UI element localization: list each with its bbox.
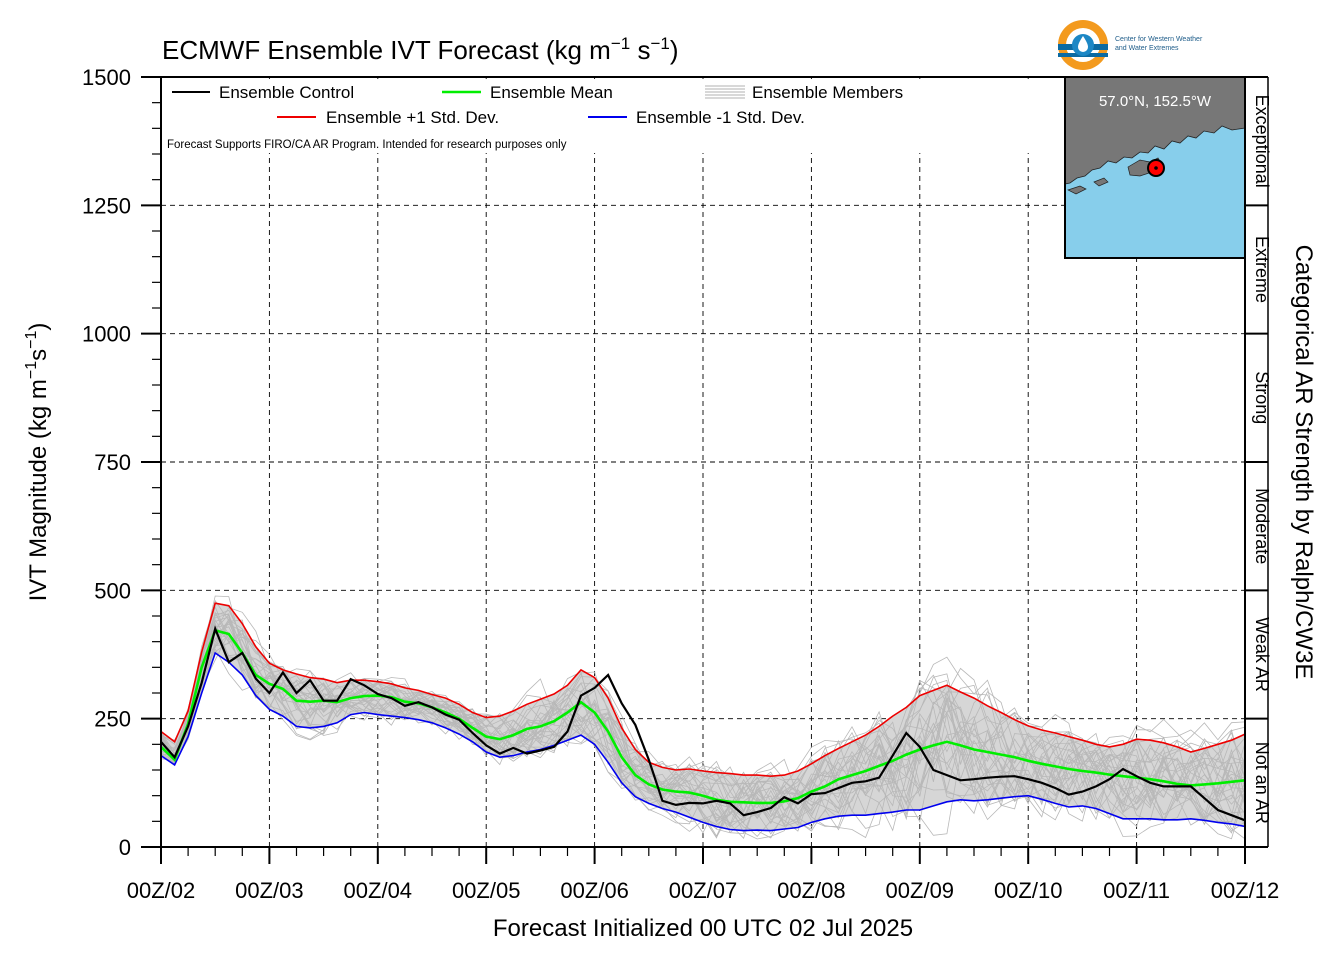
chart-title-exp1: −1 — [611, 34, 630, 53]
series-minus-std-line — [161, 651, 1245, 832]
y-axis-label-mid: s — [25, 349, 52, 361]
legend-label-mean: Ensemble Mean — [490, 83, 613, 102]
ensemble-member-line — [161, 602, 1245, 823]
y-axis-label-main: IVT Magnitude (kg m — [25, 379, 52, 601]
category-label: Exceptional — [1252, 95, 1272, 188]
logo-text-1: Center for Western Weather — [1115, 36, 1203, 43]
x-tick-label: 00Z/04 — [344, 878, 413, 903]
y-axis-label-exp1: −1 — [23, 361, 40, 379]
inset-land — [1064, 76, 1246, 185]
logo-droplet-icon — [1078, 36, 1088, 52]
ensemble-member-line — [161, 595, 1245, 834]
y-tick-label: 0 — [119, 835, 131, 860]
location-inset-map: 57.0°N, 152.5°W — [1064, 76, 1246, 259]
x-tick-label: 00Z/05 — [452, 878, 521, 903]
x-tick-label: 00Z/02 — [127, 878, 196, 903]
ensemble-member-line — [161, 613, 1245, 822]
series-mean-line — [161, 628, 1245, 805]
ensemble-member-line — [161, 631, 1245, 839]
ensemble-members — [161, 595, 1245, 840]
y-axis-label: IVT Magnitude (kg m−1s−1) — [23, 323, 52, 602]
y-tick-label: 1250 — [82, 193, 131, 218]
x-axis-label: Forecast Initialized 00 UTC 02 Jul 2025 — [493, 915, 913, 942]
ensemble-member-line — [161, 612, 1245, 837]
category-label: Weak AR — [1252, 617, 1272, 692]
right-axis-label: Categorical AR Strength by Ralph/CW3E — [1290, 245, 1317, 680]
x-axis: 00Z/02 00Z/03 00Z/04 00Z/05 00Z/06 00Z/07 00Z/… — [127, 847, 1280, 903]
x-tick-label: 00Z/08 — [777, 878, 846, 903]
y-axis: 0 250 500 750 1000 1250 1500 — [82, 65, 161, 860]
chart-title: ECMWF Ensemble IVT Forecast (kg m−1 s−1) — [162, 34, 679, 65]
disclaimer-note: Forecast Supports FIRO/CA AR Program. In… — [167, 139, 567, 151]
x-tick-label: 00Z/11 — [1103, 878, 1170, 903]
category-label: Not an AR — [1252, 742, 1272, 824]
legend: Ensemble Control Ensemble Mean Ensemble … — [167, 83, 903, 151]
y-tick-label: 1500 — [82, 65, 131, 90]
legend-label-minus-std: Ensemble -1 Std. Dev. — [636, 108, 805, 127]
y-tick-label: 1000 — [82, 322, 131, 347]
inset-location-label: 57.0°N, 152.5°W — [1099, 93, 1212, 110]
ar-category-axis: Not an AR Weak AR Moderate Strong Extreme Exc… — [1245, 76, 1272, 848]
x-tick-label: 00Z/06 — [560, 878, 629, 903]
legend-label-members: Ensemble Members — [752, 83, 903, 102]
series-plus-std-line — [161, 602, 1245, 778]
ensemble-member-line — [161, 609, 1245, 835]
y-tick-label: 500 — [94, 578, 131, 603]
ensemble-member-line — [161, 623, 1245, 839]
chart-title-main: ECMWF Ensemble IVT Forecast (kg m — [162, 35, 611, 65]
x-tick-label: 00Z/10 — [994, 878, 1063, 903]
cw3e-logo: Center for Western Weather and Water Ext… — [1058, 20, 1203, 70]
chart-title-mid: s — [630, 35, 650, 65]
legend-label-plus-std: Ensemble +1 Std. Dev. — [326, 108, 499, 127]
x-tick-label: 00Z/09 — [886, 878, 955, 903]
category-label: Moderate — [1252, 488, 1272, 564]
chart-title-end: ) — [670, 35, 679, 65]
y-axis-label-end: ) — [25, 323, 52, 331]
category-label: Extreme — [1252, 236, 1272, 303]
x-tick-label: 00Z/03 — [235, 878, 304, 903]
ensemble-member-line — [161, 611, 1245, 827]
x-tick-label: 00Z/07 — [669, 878, 738, 903]
y-tick-label: 750 — [94, 450, 131, 475]
ensemble-member-line — [161, 619, 1245, 828]
y-axis-label-exp2: −1 — [23, 330, 40, 348]
x-tick-label: 00Z/12 — [1211, 878, 1280, 903]
category-label: Strong — [1252, 371, 1272, 424]
ensemble-member-line — [161, 633, 1245, 827]
chart-title-exp2: −1 — [650, 34, 669, 53]
y-tick-label: 250 — [94, 707, 131, 732]
legend-label-control: Ensemble Control — [219, 83, 354, 102]
logo-text-2: and Water Extremes — [1115, 45, 1179, 52]
legend-swatch-members — [705, 85, 745, 99]
series-control-line — [161, 625, 1245, 822]
